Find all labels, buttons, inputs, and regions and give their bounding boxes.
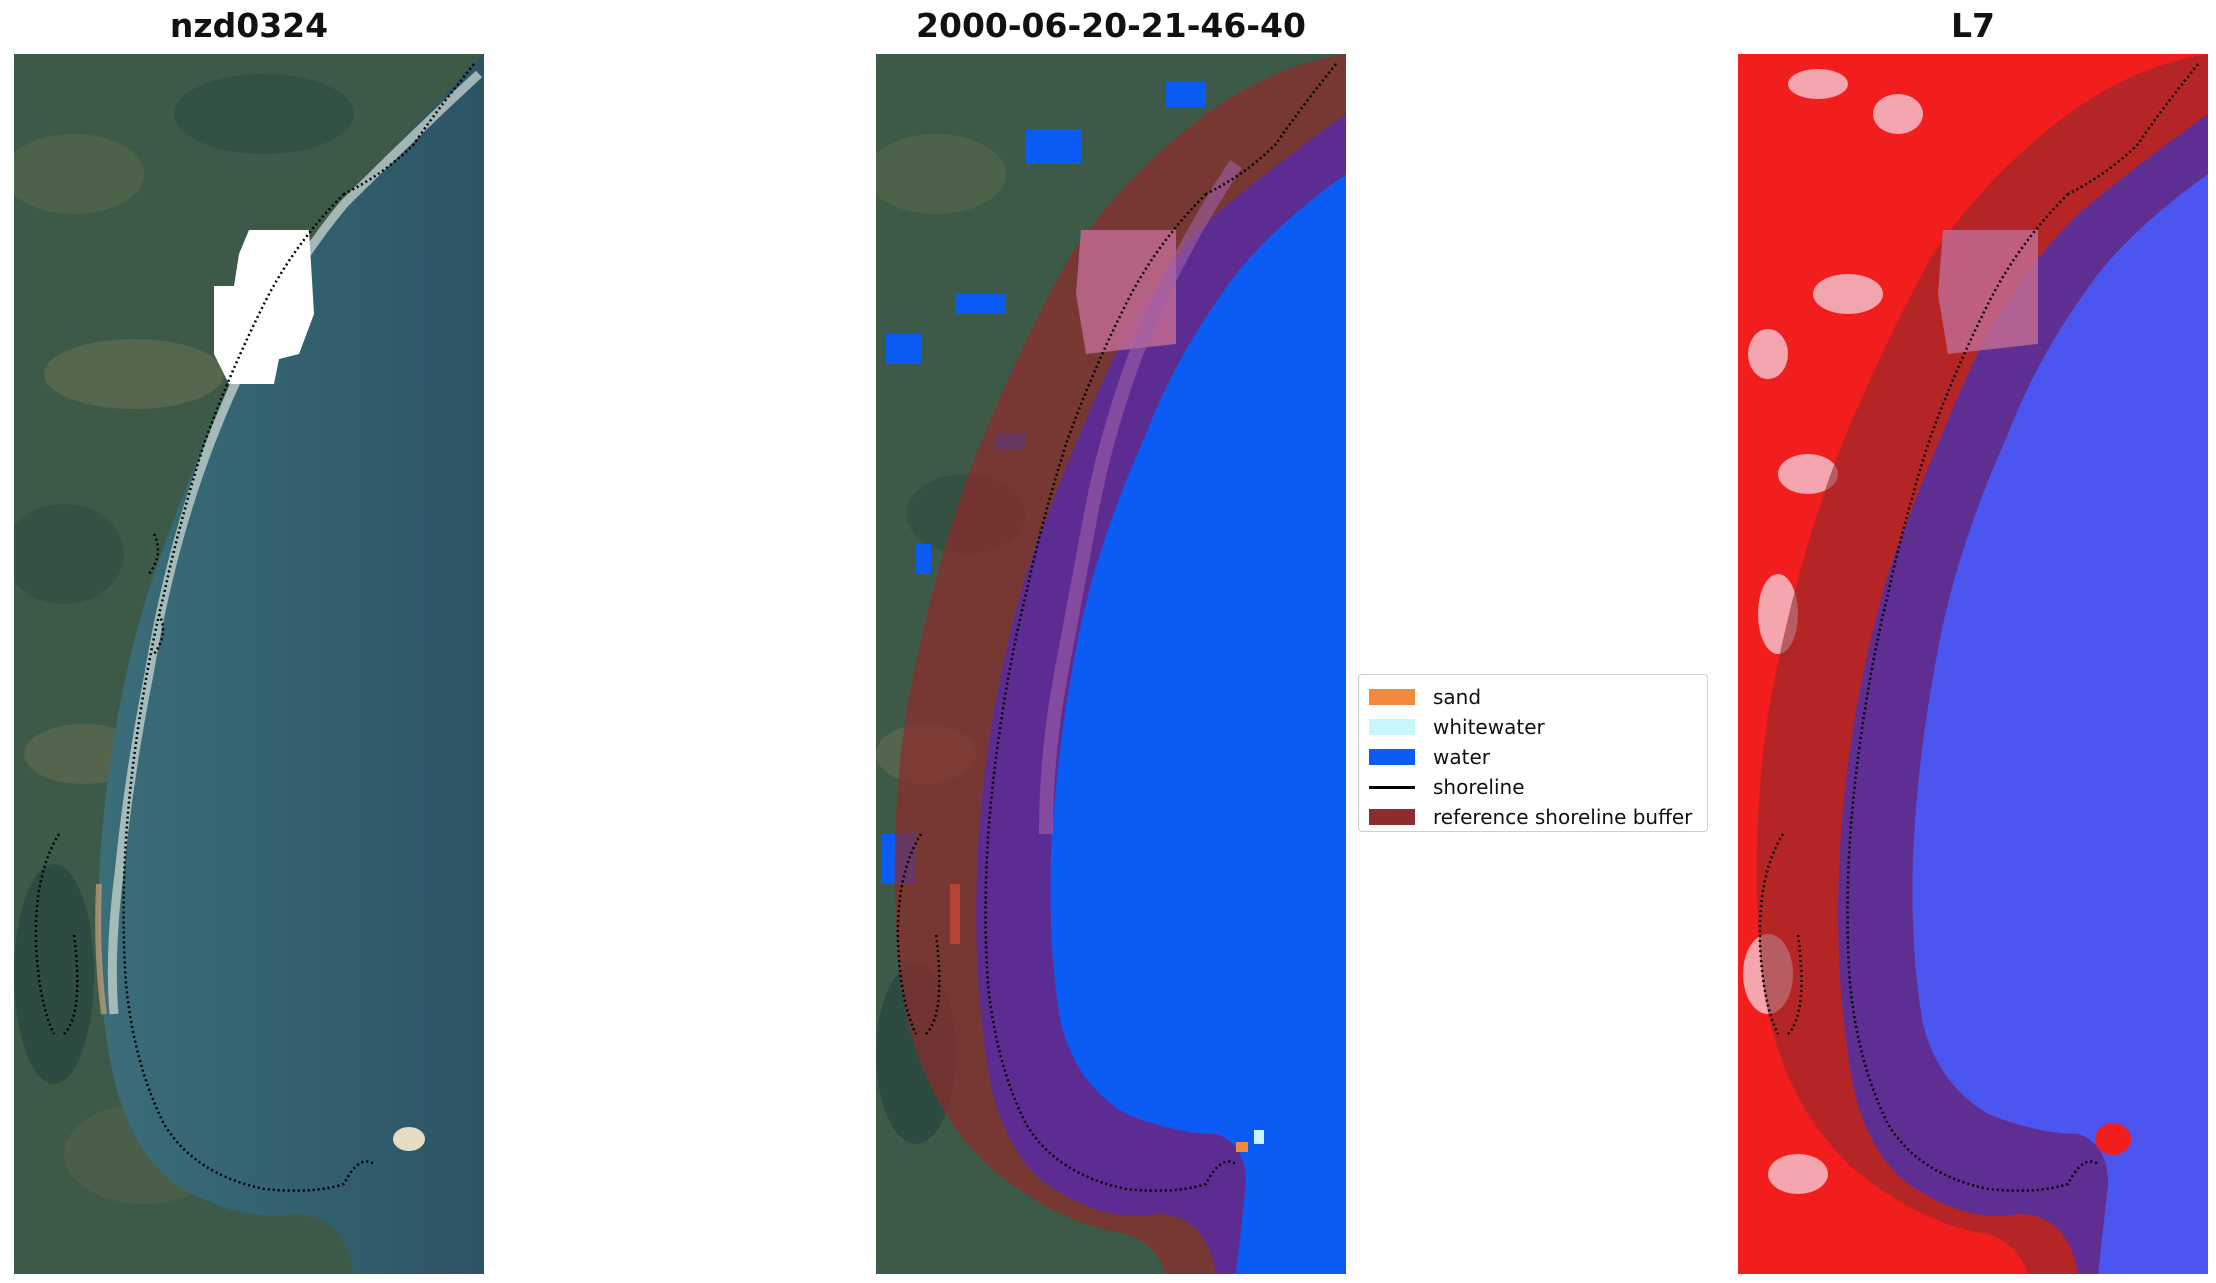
panel-title-date: 2000-06-20-21-46-40 bbox=[916, 6, 1306, 45]
bright-spot bbox=[2095, 1123, 2131, 1155]
legend: sand whitewater water shoreline referenc… bbox=[1358, 674, 1708, 832]
sand-class-patch bbox=[1236, 1142, 1248, 1152]
shoreline-inland bbox=[34, 833, 79, 1035]
water-class-sea bbox=[976, 114, 1346, 1274]
shoreline bbox=[1846, 63, 2199, 1192]
sea-area bbox=[98, 54, 484, 1274]
legend-item-sand: sand bbox=[1369, 682, 1697, 712]
index-image-panel bbox=[1738, 54, 2208, 1274]
index-image bbox=[1738, 54, 2208, 1274]
legend-item-buffer: reference shoreline buffer bbox=[1369, 802, 1697, 832]
legend-swatch-shoreline bbox=[1369, 785, 1415, 789]
legend-swatch-water bbox=[1369, 749, 1415, 765]
surf-zone bbox=[107, 70, 483, 1015]
shoreline-fragments bbox=[147, 533, 165, 655]
buffer-over-water bbox=[976, 114, 1346, 1274]
legend-swatch-whitewater bbox=[1369, 719, 1415, 735]
water-index-area bbox=[1838, 114, 2208, 1274]
classified-image bbox=[876, 54, 1346, 1274]
legend-label-whitewater: whitewater bbox=[1433, 715, 1545, 739]
legend-label-water: water bbox=[1433, 745, 1490, 769]
panel-title-rgb: nzd0324 bbox=[169, 6, 329, 45]
panel-title-sensor: L7 bbox=[1951, 6, 1995, 45]
legend-swatch-buffer bbox=[1369, 809, 1415, 825]
legend-label-sand: sand bbox=[1433, 685, 1482, 709]
legend-label-buffer: reference shoreline buffer bbox=[1433, 805, 1693, 829]
sand-class-strip bbox=[950, 884, 960, 944]
legend-item-shoreline: shoreline bbox=[1369, 772, 1697, 802]
bright-spot bbox=[393, 1127, 425, 1151]
whitewater-streaks bbox=[1039, 160, 1242, 835]
rgb-image bbox=[14, 54, 484, 1274]
beach-sand bbox=[95, 883, 107, 1015]
shoreline bbox=[984, 63, 1337, 1192]
shoreline-inland bbox=[896, 833, 941, 1035]
legend-label-shoreline: shoreline bbox=[1433, 775, 1525, 799]
legend-swatch-sand bbox=[1369, 689, 1415, 705]
classified-image-panel bbox=[876, 54, 1346, 1274]
rgb-image-panel bbox=[14, 54, 484, 1274]
legend-item-whitewater: whitewater bbox=[1369, 712, 1697, 742]
whitewater-class-patch bbox=[1254, 1130, 1264, 1144]
cloud-mask bbox=[214, 230, 314, 384]
buffer-over-water bbox=[1838, 114, 2208, 1274]
legend-item-water: water bbox=[1369, 742, 1697, 772]
shoreline bbox=[122, 63, 475, 1192]
shoreline-inland bbox=[1758, 833, 1803, 1035]
